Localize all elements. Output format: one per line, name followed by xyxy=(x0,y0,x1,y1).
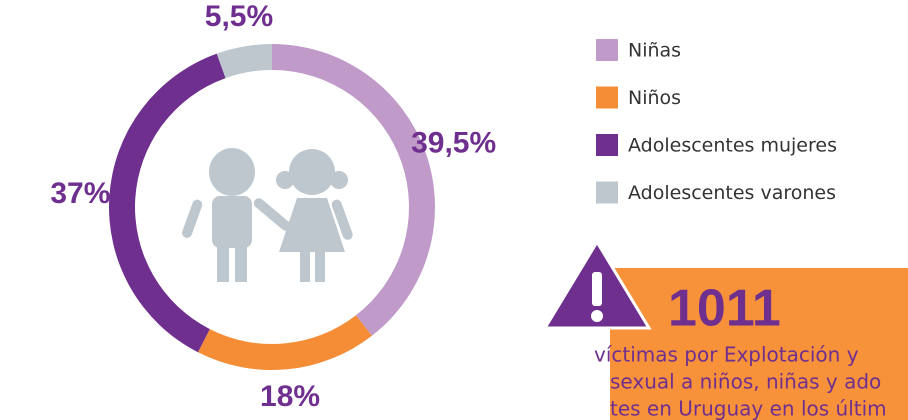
callout-number: 1011 xyxy=(668,280,781,338)
legend-label: Adolescentes varones xyxy=(628,182,836,204)
callout-text: víctimas por Explotación y xyxy=(594,343,859,367)
warning-mark xyxy=(592,272,602,306)
legend-label: Niños xyxy=(628,87,681,109)
legend-label: Niñas xyxy=(628,40,681,62)
callout-box xyxy=(610,268,908,420)
warning-dot xyxy=(591,310,603,322)
callout-text: sexual a niños, niñas y ado xyxy=(610,370,881,394)
legend-swatch xyxy=(596,134,618,156)
legend-label: Adolescentes mujeres xyxy=(628,135,837,157)
value-label: 18% xyxy=(260,380,320,413)
children-icon xyxy=(182,148,353,282)
donut-segment xyxy=(109,53,226,353)
value-label: 37% xyxy=(50,177,110,210)
value-label: 5,5% xyxy=(205,0,273,33)
donut-segment xyxy=(197,315,372,370)
donut-segment xyxy=(216,44,272,79)
legend-swatch xyxy=(596,86,618,109)
value-label: 39,5% xyxy=(411,127,496,160)
callout-text: tes en Uruguay en los últim xyxy=(610,397,887,420)
legend-swatch xyxy=(596,181,618,204)
legend-swatch xyxy=(596,39,618,61)
donut-segment xyxy=(272,44,435,336)
